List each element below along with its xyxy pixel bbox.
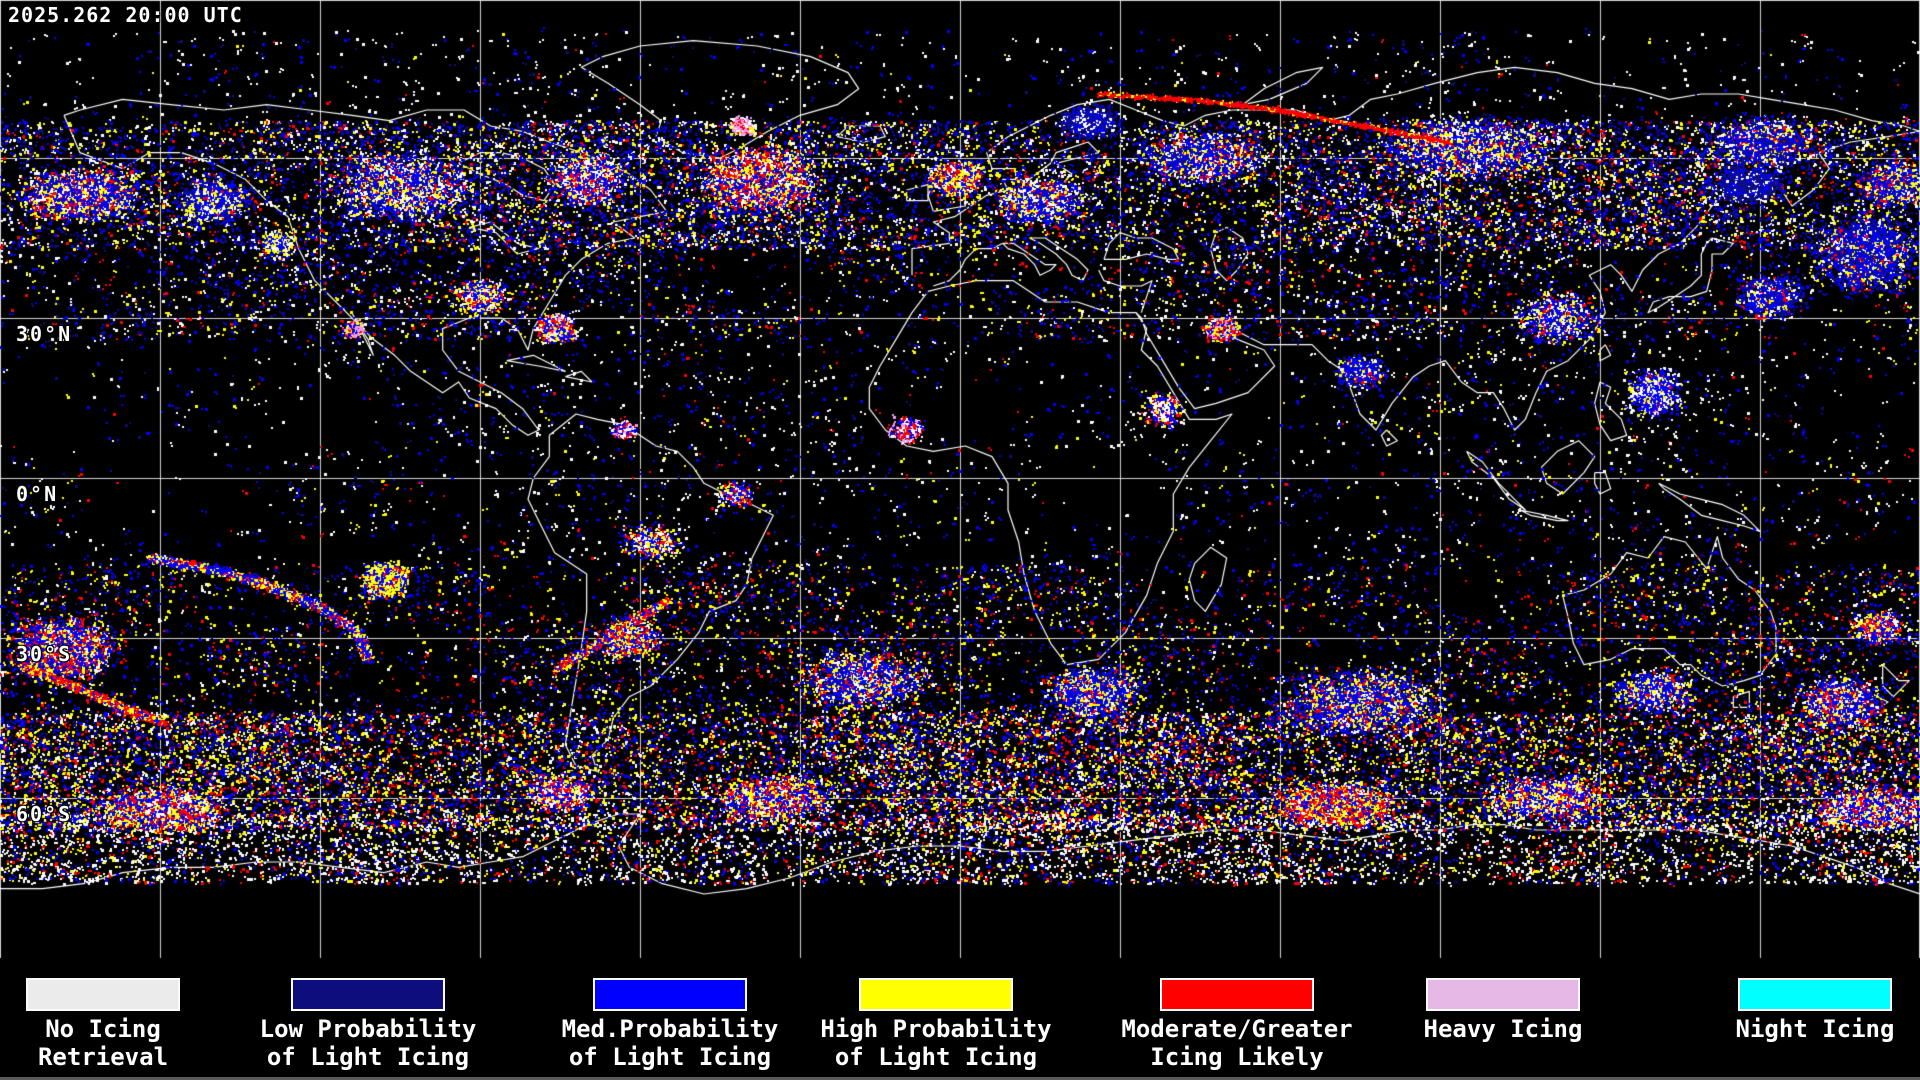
color-swatch-low-prob	[291, 978, 445, 1011]
legend-label: Night Icing	[1735, 1015, 1895, 1043]
timestamp: 2025.262 20:00 UTC	[8, 3, 243, 27]
lat-label-0n: 0°N	[16, 482, 59, 506]
color-swatch-moderate	[1160, 978, 1314, 1011]
color-swatch-med-prob	[593, 978, 747, 1011]
legend-label: Med.Probability	[561, 1015, 779, 1043]
lat-label-30s: 30°S	[16, 642, 73, 666]
legend-label: of Light Icing	[834, 1043, 1038, 1071]
legend-label: of Light Icing	[568, 1043, 772, 1071]
legend-item-med-prob: Med.Probability of Light Icing	[535, 963, 805, 1071]
legend-item-moderate: Moderate/Greater Icing Likely	[1102, 963, 1372, 1071]
world-icing-map	[0, 0, 1920, 963]
color-swatch-high-prob	[859, 978, 1013, 1011]
legend-item-low-prob: Low Probability of Light Icing	[233, 963, 503, 1071]
legend-item-high-prob: High Probability of Light Icing	[801, 963, 1071, 1071]
legend-label: Moderate/Greater	[1121, 1015, 1353, 1043]
legend-item-heavy: Heavy Icing	[1368, 963, 1638, 1043]
color-swatch-heavy	[1426, 978, 1580, 1011]
legend-item-night: Night Icing	[1680, 963, 1920, 1043]
legend-label: Heavy Icing	[1423, 1015, 1583, 1043]
lat-label-30n: 30°N	[16, 322, 73, 346]
bottom-border	[0, 1077, 1920, 1080]
color-swatch-no-icing	[26, 978, 180, 1011]
legend-label: Icing Likely	[1150, 1043, 1324, 1071]
legend-label: Low Probability	[259, 1015, 477, 1043]
legend: No Icing Retrieval Low Probability of Li…	[0, 963, 1920, 1077]
legend-label: No Icing	[45, 1015, 161, 1043]
lat-label-60s: 60°S	[16, 802, 73, 826]
legend-item-no-icing: No Icing Retrieval	[0, 963, 238, 1071]
legend-label: Retrieval	[37, 1043, 169, 1071]
color-swatch-night	[1738, 978, 1892, 1011]
legend-label: of Light Icing	[266, 1043, 470, 1071]
legend-label: High Probability	[820, 1015, 1052, 1043]
